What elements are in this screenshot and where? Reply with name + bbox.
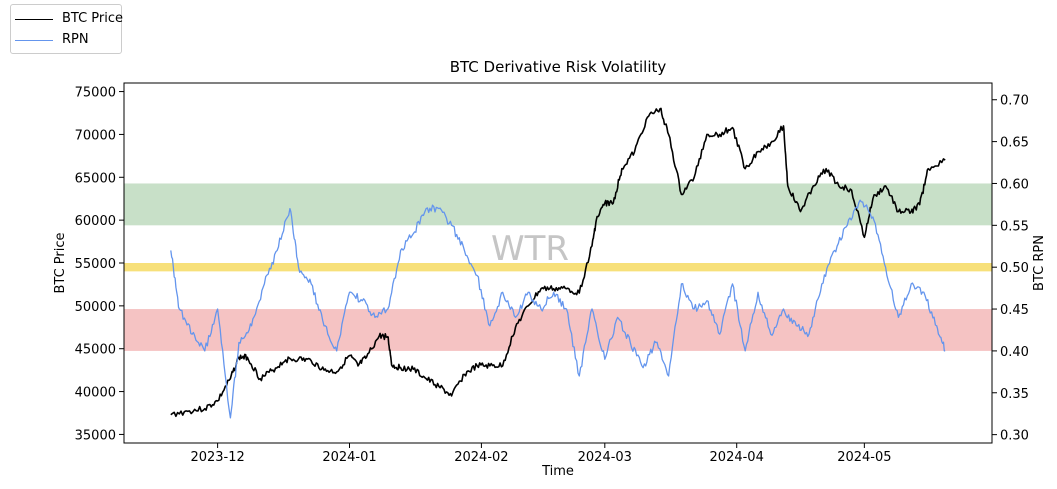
legend-label: RPN: [62, 32, 89, 47]
band-0: [124, 183, 992, 226]
x-tick-label: 2024-05: [837, 450, 891, 465]
y-left-tick-label: 45000: [75, 343, 116, 358]
x-tick-label: 2024-03: [578, 450, 632, 465]
x-tick-label: 2023-12: [190, 450, 244, 465]
y-right-tick-label: 0.70: [1000, 94, 1029, 109]
series-line-btc-price: [170, 107, 946, 418]
y-right-tick-label: 0.55: [1000, 219, 1029, 234]
x-tick-label: 2024-04: [710, 450, 764, 465]
legend-item-btc-price: BTC Price: [11, 9, 124, 29]
y-left-axis-ticks: 35000 40000 45000 50000 55000 60000 65000 70000…: [75, 86, 124, 443]
watermark: WTR: [491, 229, 569, 269]
legend-swatch: [15, 19, 53, 20]
y-right-tick-label: 0.40: [1000, 345, 1029, 360]
legend: BTC Price RPN: [10, 4, 124, 54]
legend-swatch: [15, 40, 53, 41]
x-tick-label: 2024-01: [322, 450, 376, 465]
y-right-tick-label: 0.45: [1000, 303, 1029, 318]
x-axis-label: Time: [541, 464, 574, 479]
y-right-axis-label: BTC RPN: [1032, 235, 1047, 291]
y-right-axis-ticks: 0.30 0.35 0.40 0.45 0.50 0.55 0.60 0.65 0.70: [992, 94, 1029, 444]
x-tick-label: 2024-02: [454, 450, 508, 465]
y-right-tick-label: 0.30: [1000, 429, 1029, 444]
y-right-tick-label: 0.65: [1000, 136, 1029, 151]
chart-title: BTC Derivative Risk Volatility: [450, 58, 667, 76]
y-left-tick-label: 70000: [75, 128, 116, 143]
y-left-tick-label: 75000: [75, 86, 116, 101]
band-1: [124, 263, 992, 272]
series-line-rpn: [170, 199, 946, 419]
y-right-tick-label: 0.60: [1000, 177, 1029, 192]
y-left-tick-label: 50000: [75, 300, 116, 315]
y-right-tick-label: 0.35: [1000, 387, 1029, 402]
y-left-axis-label: BTC Price: [53, 232, 68, 293]
y-left-tick-label: 40000: [75, 386, 116, 401]
y-left-tick-label: 60000: [75, 214, 116, 229]
y-left-tick-label: 65000: [75, 171, 116, 186]
legend-item-rpn: RPN: [11, 30, 121, 50]
legend-label: BTC Price: [62, 11, 124, 26]
y-left-tick-label: 35000: [75, 428, 116, 443]
y-left-tick-label: 55000: [75, 257, 116, 272]
series-lines: [170, 107, 946, 419]
band-2: [124, 309, 992, 351]
x-axis-ticks: 2023-12 2024-01 2024-02 2024-03 2024-04 2024-…: [190, 443, 892, 465]
y-right-tick-label: 0.50: [1000, 261, 1029, 276]
